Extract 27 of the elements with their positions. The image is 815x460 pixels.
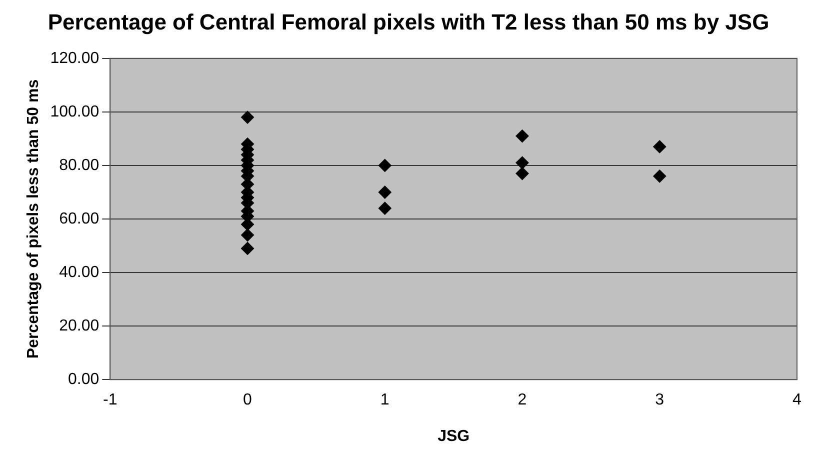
point (378, 186, 392, 199)
y-tick-label: 60.00 (59, 210, 100, 228)
point (516, 130, 529, 143)
y-tick-label: 120.00 (50, 50, 100, 67)
x-tick-label: 2 (518, 392, 527, 409)
y-tick-label: 20.00 (59, 317, 100, 334)
point (241, 110, 254, 124)
x-tick-label: 3 (655, 392, 664, 409)
x-tick-label: 4 (792, 392, 802, 409)
point (653, 140, 666, 154)
x-tick-label: 0 (243, 392, 252, 409)
point (378, 202, 392, 215)
y-tick-label: 40.00 (59, 264, 100, 281)
chart-title: Percentage of Central Femoral pixels with T2 less than 50 ms by JSG (48, 9, 770, 34)
point (516, 166, 529, 180)
y-tick-label: 100.00 (50, 103, 100, 120)
point (378, 158, 392, 172)
y-tick-label: 80.00 (59, 156, 100, 174)
x-tick-label: -1 (103, 392, 118, 409)
y-tick-label: 0.00 (68, 371, 100, 388)
x-tick-label: 1 (380, 392, 390, 409)
x-axis-title: JSG (438, 428, 470, 445)
point (241, 242, 254, 255)
point (653, 170, 666, 183)
point (241, 228, 254, 242)
point (516, 156, 529, 170)
y-axis-title: Percentage of pixels less than 50 ms (25, 79, 42, 359)
